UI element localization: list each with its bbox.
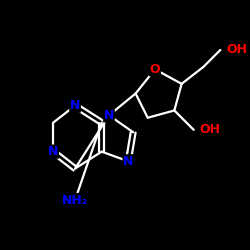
Text: N: N <box>104 109 114 122</box>
Text: NH₂: NH₂ <box>62 194 88 206</box>
Text: O: O <box>150 63 160 76</box>
Text: N: N <box>70 99 80 112</box>
Text: N: N <box>48 145 58 158</box>
Text: N: N <box>123 155 134 168</box>
Text: OH: OH <box>200 123 221 136</box>
Text: OH: OH <box>226 44 248 57</box>
